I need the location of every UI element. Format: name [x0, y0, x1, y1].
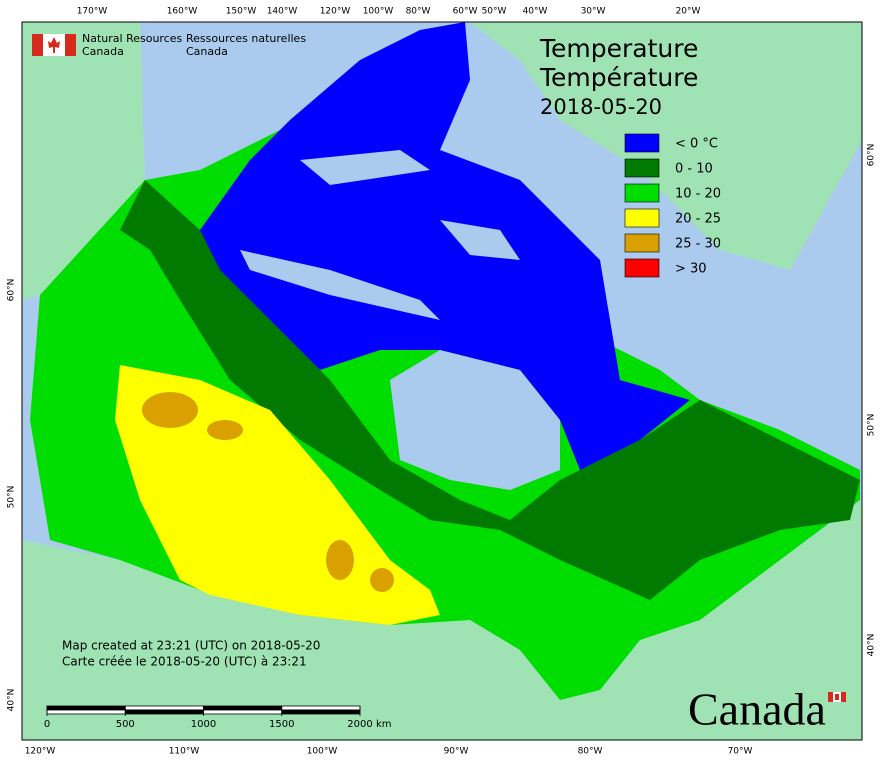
canada-below-0 — [200, 22, 690, 470]
longitude-label: 170°W — [77, 7, 108, 17]
map-frame — [21, 21, 863, 741]
scale-segment — [46, 705, 126, 711]
scale-bar: 0 500 1000 1500 2000 km — [44, 705, 392, 730]
scale-segment — [281, 705, 361, 711]
legend-label: 10 - 20 — [675, 187, 721, 202]
legend-swatch — [624, 158, 660, 178]
scale-label: 2000 — [347, 719, 372, 730]
canada-20-25 — [115, 365, 440, 625]
agency-fr: Ressources naturelles — [186, 32, 306, 45]
agency-en: Canada — [82, 45, 124, 58]
legend-swatch — [624, 133, 660, 153]
longitude-label: 40°W — [523, 7, 548, 17]
longitude-label: 60°W — [453, 7, 478, 17]
latitude-label: 50°N — [7, 486, 17, 509]
agency-fr: Canada — [186, 45, 228, 58]
legend-swatch — [624, 233, 660, 253]
scale-label: 1000 — [191, 719, 216, 730]
legend-label: 20 - 25 — [675, 212, 721, 227]
longitude-label: 140°W — [267, 7, 298, 17]
legend-label: 0 - 10 — [675, 162, 713, 177]
legend-swatch — [624, 183, 660, 203]
map-body — [22, 22, 862, 740]
legend-swatch — [624, 208, 660, 228]
longitude-label: 80°W — [406, 7, 431, 17]
canada-0-10 — [120, 180, 860, 600]
latitude-label: 40°N — [867, 634, 877, 657]
scale-segment — [203, 705, 283, 711]
latitude-label: 60°N — [867, 144, 877, 167]
wordmark: Canada — [688, 684, 826, 735]
scale-segment — [46, 709, 126, 715]
credit: Map created at 23:21 (UTC) on 2018-05-20 — [62, 639, 320, 653]
greenland — [470, 22, 862, 270]
longitude-label: 90°W — [444, 747, 469, 757]
agency-en: Natural Resources — [82, 32, 183, 45]
scale-unit: km — [376, 719, 392, 730]
legend-label: < 0 °C — [675, 137, 718, 152]
longitude-label: 110°W — [169, 747, 200, 757]
latitude-label: 40°N — [7, 689, 17, 712]
scale-label: 0 — [44, 719, 50, 730]
scale-segment — [124, 705, 204, 711]
longitude-label: 50°W — [482, 7, 507, 17]
scale-segment — [124, 709, 204, 715]
title: Temperature — [539, 34, 698, 63]
legend-label: > 30 — [675, 262, 707, 277]
hudson-bay — [390, 350, 560, 490]
longitude-label: 120°W — [25, 747, 56, 757]
legend-label: 25 - 30 — [675, 237, 721, 252]
scale-segment — [281, 709, 361, 715]
scale-label: 1500 — [269, 719, 294, 730]
arctic-channels — [240, 150, 520, 320]
latitude-label: 60°N — [7, 279, 17, 302]
longitude-label: 100°W — [307, 747, 338, 757]
nrcan-flag — [32, 34, 76, 56]
title: Température — [539, 63, 698, 92]
longitude-label: 20°W — [676, 7, 701, 17]
credit: Carte créée le 2018-05-20 (UTC) à 23:21 — [62, 655, 307, 669]
scale-segment — [203, 709, 283, 715]
longitude-label: 150°W — [226, 7, 257, 17]
longitude-label: 120°W — [320, 7, 351, 17]
wordmark-flag — [828, 692, 846, 702]
date: 2018-05-20 — [540, 95, 662, 119]
usa — [22, 500, 862, 740]
legend-swatch — [624, 258, 660, 278]
alaska — [22, 22, 145, 300]
scale-label: 500 — [116, 719, 135, 730]
longitude-label: 100°W — [363, 7, 394, 17]
longitude-label: 80°W — [578, 747, 603, 757]
longitude-label: 70°W — [728, 747, 753, 757]
longitude-label: 30°W — [581, 7, 606, 17]
longitude-label: 160°W — [167, 7, 198, 17]
latitude-label: 50°N — [867, 414, 877, 437]
canada-25-30 — [142, 392, 394, 592]
